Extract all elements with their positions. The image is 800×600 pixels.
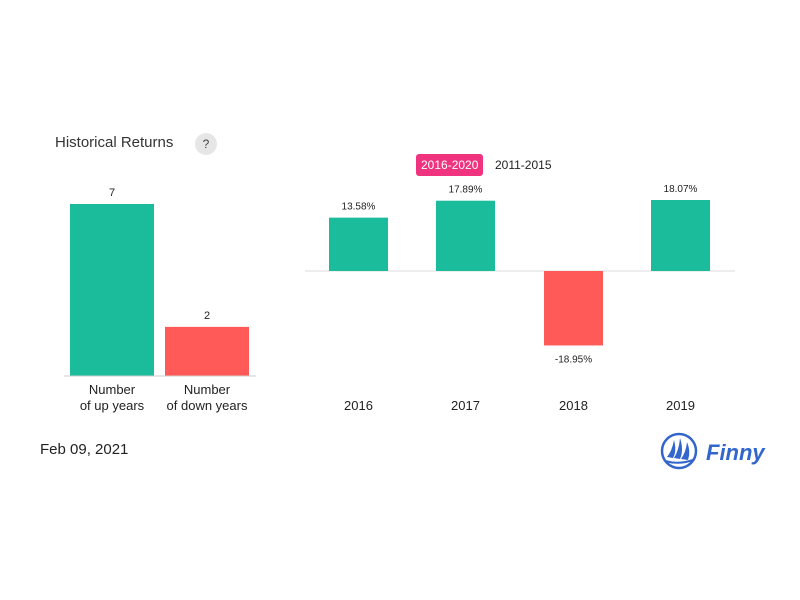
bar-value-label: 13.58% bbox=[342, 202, 376, 213]
bar-up-years bbox=[70, 204, 154, 376]
category-label: Number bbox=[89, 382, 136, 397]
year-label: 2018 bbox=[559, 398, 588, 413]
bar-value-label: 17.89% bbox=[449, 185, 483, 196]
bar-value-label: 2 bbox=[204, 310, 210, 322]
sailboat-icon bbox=[660, 432, 698, 470]
help-button[interactable]: ? bbox=[195, 133, 217, 155]
bar-return-2018 bbox=[544, 271, 603, 346]
bar-return-2019 bbox=[651, 200, 710, 271]
chart-title: Historical Returns bbox=[55, 134, 174, 151]
bar-down-years bbox=[165, 326, 249, 376]
bar-return-2017 bbox=[436, 200, 495, 271]
bar-return-2016 bbox=[329, 217, 388, 271]
finny-wordmark: Finny bbox=[706, 440, 766, 465]
tab-2016-2020[interactable]: 2016-2020 bbox=[416, 154, 484, 176]
category-label: of down years bbox=[167, 398, 248, 413]
category-label: of up years bbox=[80, 398, 145, 413]
bar-value-label: 18.07% bbox=[664, 184, 698, 195]
tab-2011-2015[interactable]: 2011-2015 bbox=[495, 158, 552, 172]
year-label: 2016 bbox=[344, 398, 373, 413]
finny-logo: Finny bbox=[660, 431, 770, 476]
year-label: 2019 bbox=[666, 398, 695, 413]
category-label: Number bbox=[184, 382, 231, 397]
as-of-date: Feb 09, 2021 bbox=[40, 441, 129, 458]
year-label: 2017 bbox=[451, 398, 480, 413]
bar-value-label: -18.95% bbox=[555, 354, 592, 365]
bar-value-label: 7 bbox=[109, 187, 115, 199]
